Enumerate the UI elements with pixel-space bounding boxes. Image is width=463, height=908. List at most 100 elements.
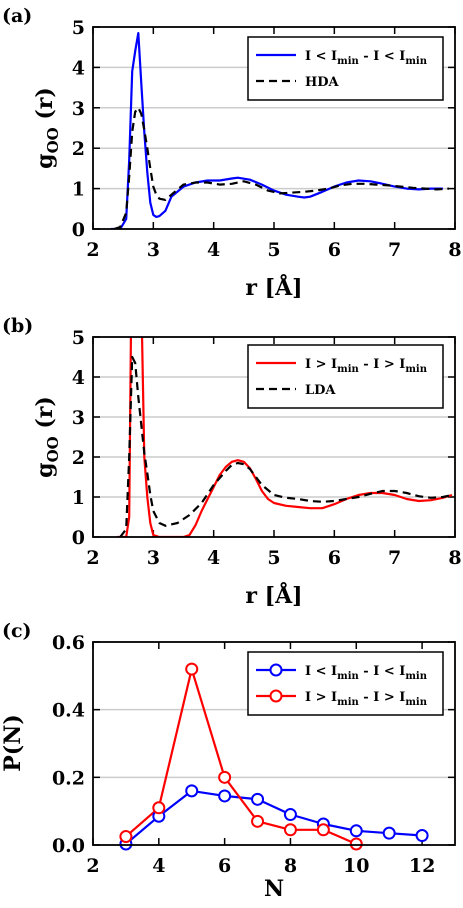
data-point-2 [185,662,199,676]
x-tick-label: 3 [147,239,160,261]
data-point-1 [283,808,297,822]
legend-text-part: - I < I [359,49,406,64]
series-line-1 [117,337,453,537]
data-point-2 [218,770,232,784]
y-axis-title-sub: OO [44,127,62,153]
panel-c: (c)2 4 6 8 10 120.00.20.40.6NP(N)I < Imin - I… [0,620,456,902]
x-tick-label: 10 [343,855,369,877]
legend-text-part: LDA [305,383,336,398]
data-point-1 [251,792,265,806]
x-axis-title: r [Å] [245,274,302,301]
y-tick-label: 4 [72,57,85,79]
y-tick-label: 2 [72,138,85,160]
y-tick-label: 5 [72,17,85,39]
x-tick-label: 4 [207,547,220,569]
y-axis-title: P(N) [0,714,26,771]
legend-text-part: HDA [305,75,340,90]
x-tick-label: 8 [284,855,297,877]
y-tick-label: 2 [72,447,85,469]
legend-text-part: I > I [305,690,337,705]
x-tick-label: 5 [267,547,280,569]
legend-box [247,344,444,409]
plot-frame [92,641,456,846]
legend-text-part: I < I [305,664,337,679]
x-tick-label: 6 [218,855,231,877]
x-tick-label: 5 [267,239,280,261]
legend-text-part: - I > I [359,690,406,705]
legend-text-sub: min [337,697,359,708]
x-tick-label: 2 [86,239,99,261]
series-group [111,31,450,229]
data-point-2 [251,814,265,828]
legend-text-sub: min [337,56,359,67]
legend-text-sub: min [405,671,427,682]
plot-frame [92,26,456,230]
legend-text-sub: min [405,697,427,708]
data-point-1 [382,826,396,840]
legend-text-sub: min [405,56,427,67]
y-tick-label: 1 [72,179,85,201]
y-tick-label: 3 [72,407,85,429]
legend-text-sub: min [405,364,427,375]
y-tick-label: 0.6 [52,632,85,654]
y-axis-title-main: g [32,153,58,168]
data-point-1 [349,824,363,838]
x-tick-label: 2 [86,547,99,569]
data-point-2 [316,823,330,837]
x-tick-label: 8 [448,547,461,569]
x-tick-label: 4 [207,239,220,261]
series-line-2 [119,355,453,537]
y-tick-label: 0.2 [52,767,85,789]
y-tick-label: 0 [72,219,85,241]
y-axis-title-sub: OO [44,436,62,462]
legend-entry-1: I > Imin - I > Imin [305,357,428,375]
x-tick-label: 2 [86,855,99,877]
data-point-1 [218,789,232,803]
legend-entry-1: I < Imin - I < Imin [305,664,428,682]
x-tick-label: 3 [147,547,160,569]
legend-entry-2: HDA [305,75,340,90]
legend-text-part: I < I [305,49,337,64]
x-tick-label: 6 [328,239,341,261]
y-tick-label: 0.0 [52,835,85,857]
legend-box [247,651,444,716]
y-tick-label: 3 [72,98,85,120]
data-point-1 [185,784,199,798]
x-tick-label: 6 [328,547,341,569]
y-axis-title-suffix: (r) [32,87,58,127]
y-axis-title: gOO (r) [32,87,62,169]
y-tick-label: 4 [72,367,85,389]
x-tick-label: 7 [388,239,401,261]
x-axis-title: N [264,876,284,902]
data-point-1 [415,829,429,843]
legend-text-part: I > I [305,357,337,372]
legend-text-part: - I > I [359,357,406,372]
x-axis-title: r [Å] [245,582,302,609]
data-point-2 [152,801,166,815]
legend-text-sub: min [337,364,359,375]
y-axis-title-main: P(N) [0,714,26,771]
x-tick-label: 7 [388,547,401,569]
series-line-1 [111,31,443,229]
panel-label: (b) [2,315,33,337]
y-axis-title-suffix: (r) [32,396,58,436]
legend-text-sub: min [337,671,359,682]
y-tick-label: 1 [72,487,85,509]
y-tick-label: 0 [72,527,85,549]
series-line-1 [125,789,423,845]
series-group [117,337,453,537]
legend-text-part: - I < I [359,664,406,679]
y-tick-label: 5 [72,327,85,349]
x-tick-label: 12 [409,855,435,877]
panel-label: (a) [2,5,32,27]
x-tick-label: 8 [448,239,461,261]
plot-frame [92,336,456,538]
legend-entry-2: LDA [305,383,336,398]
legend-entry-2: I > Imin - I > Imin [305,690,428,708]
series-line-2 [113,106,450,229]
legend-marker-1 [269,663,283,677]
panel-label: (c) [2,620,32,642]
legend-marker-2 [269,689,283,703]
